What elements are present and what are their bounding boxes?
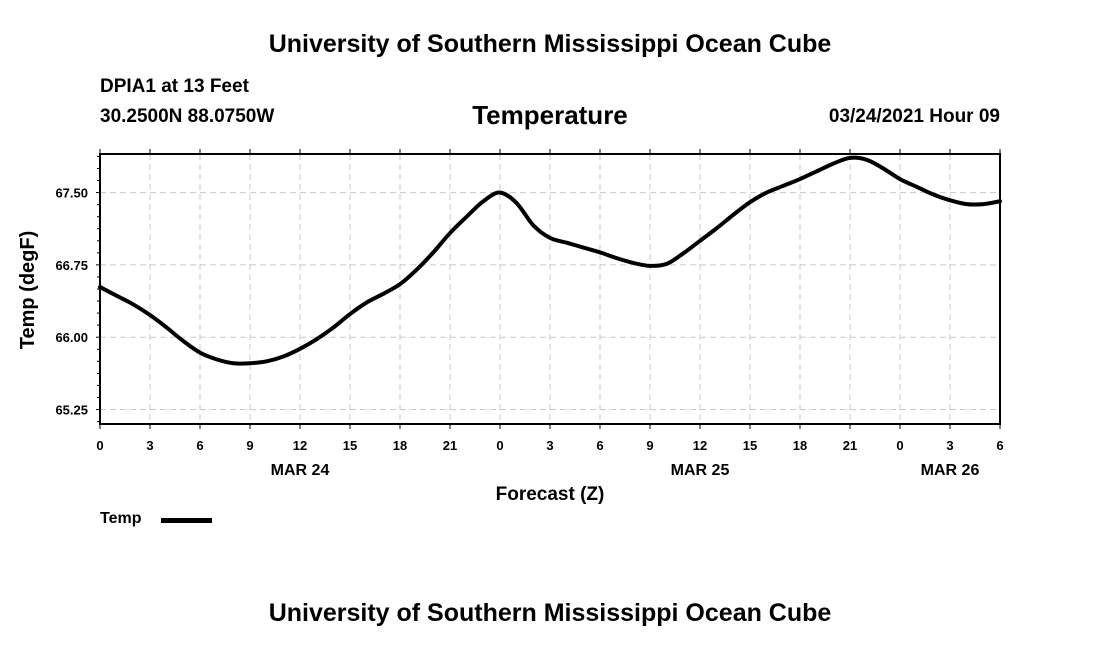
legend-line-swatch [161, 518, 212, 523]
tick-layer [96, 149, 1001, 429]
grid-layer [100, 154, 1000, 424]
x-tick-label: 15 [343, 438, 357, 453]
x-tick-label: 9 [646, 438, 653, 453]
x-tick-label: 3 [946, 438, 953, 453]
x-tick-label: 21 [443, 438, 457, 453]
x-tick-label: 6 [596, 438, 603, 453]
x-tick-label: 21 [843, 438, 857, 453]
x-tick-label: 0 [896, 438, 903, 453]
y-axis-label: Temp (degF) [17, 231, 39, 350]
bottom-title: University of Southern Mississippi Ocean… [268, 599, 832, 627]
x-tick-label: 6 [996, 438, 1003, 453]
x-tick-label: 0 [496, 438, 503, 453]
x-axis-label: Forecast (Z) [496, 484, 605, 505]
x-tick-label: 18 [393, 438, 407, 453]
x-tick-label: 0 [96, 438, 103, 453]
x-tick-label: 3 [546, 438, 553, 453]
y-tick-label: 65.25 [55, 403, 88, 418]
coordinates-label: 30.2500N 88.0750W [100, 106, 275, 127]
datetime-label: 03/24/2021 Hour 09 [828, 106, 1000, 127]
date-label: MAR 26 [921, 462, 980, 479]
y-tick-label: 66.75 [55, 258, 88, 273]
x-tick-label: 6 [196, 438, 203, 453]
x-tick-label: 18 [793, 438, 807, 453]
x-tick-label: 15 [743, 438, 757, 453]
series-layer [98, 155, 1002, 366]
y-tick-label: 67.50 [55, 186, 88, 201]
date-label: MAR 25 [671, 462, 730, 479]
x-tick-label: 3 [146, 438, 153, 453]
x-tick-label: 12 [693, 438, 707, 453]
date-label: MAR 24 [271, 462, 330, 479]
x-tick-label: 9 [246, 438, 253, 453]
x-tick-label: 12 [293, 438, 307, 453]
temp-series-line [98, 155, 1002, 366]
label-layer: 65.25 66.00 66.75 67.50 0 3 6 9 12 15 18 21 0 3 6 9 12 15… [55, 186, 1003, 479]
y-tick-label: 66.00 [55, 330, 88, 345]
station-label: DPIA1 at 13 Feet [100, 76, 249, 97]
legend-label: Temp [100, 510, 142, 527]
top-title: University of Southern Mississippi Ocean… [268, 30, 832, 58]
chart-title: Temperature [472, 100, 628, 130]
